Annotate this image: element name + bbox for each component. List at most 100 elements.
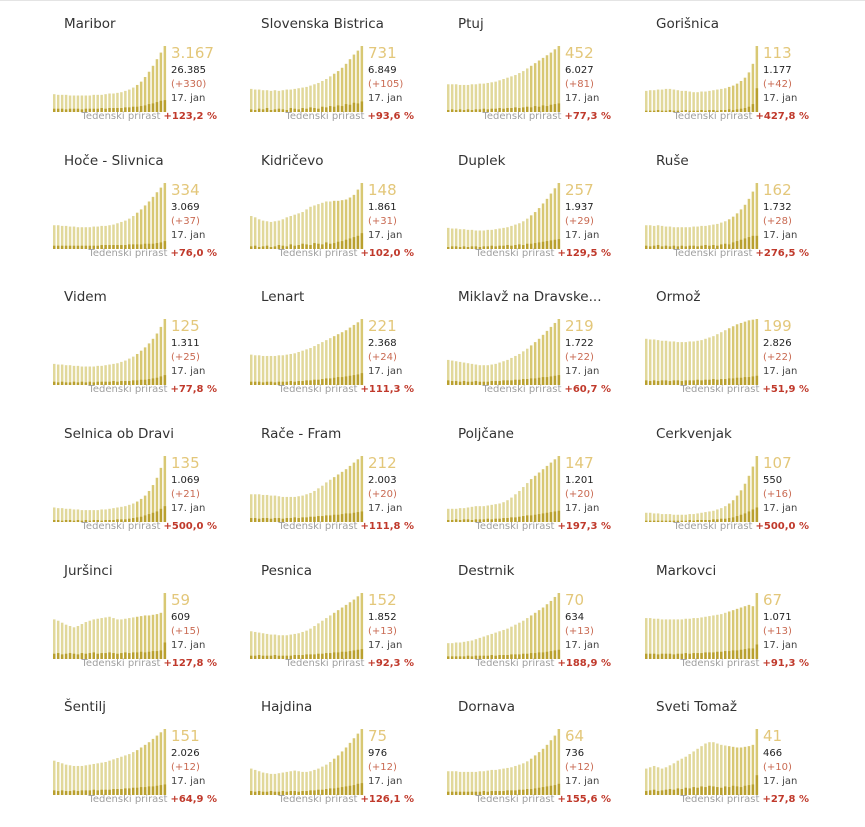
municipality-name: Kidričevo [261, 153, 324, 169]
active-cases-bar [557, 46, 561, 112]
daily-cases-bar [447, 791, 450, 795]
active-cases-bar [120, 619, 123, 659]
active-cases-bar [724, 506, 727, 522]
active-cases-bar [470, 363, 474, 385]
daily-change-value: (+12) [171, 762, 200, 773]
active-cases-bar [680, 758, 684, 795]
active-cases-bar [261, 355, 265, 385]
daily-cases-bar [751, 784, 755, 795]
daily-cases-bar [309, 790, 312, 795]
active-cases-bar [250, 216, 253, 249]
daily-cases-bar [645, 653, 648, 659]
daily-cases-bar [163, 506, 167, 522]
daily-cases-bar [88, 381, 92, 385]
active-cases-bar [529, 345, 533, 385]
active-cases-bar [84, 765, 88, 795]
active-cases-bar [159, 612, 163, 659]
active-cases-bar [135, 84, 139, 112]
daily-cases-bar [755, 375, 759, 385]
active-cases-bar [684, 756, 687, 795]
daily-cases-bar [120, 519, 123, 522]
daily-cases-bar [155, 243, 159, 249]
daily-cases-bar [731, 242, 735, 249]
date-label: 17. jan [368, 776, 403, 787]
sparkline-bar-chart [250, 319, 364, 385]
daily-cases-bar [151, 243, 155, 249]
active-cases-bar [293, 496, 296, 522]
daily-cases-bar [321, 653, 324, 659]
daily-cases-bar [321, 379, 324, 385]
weekly-growth-value: +129,5 % [557, 248, 611, 259]
active-cases-bar [297, 771, 300, 795]
active-cases-bar [289, 89, 292, 112]
active-cases-bar [522, 763, 525, 795]
daily-cases-bar [537, 377, 541, 385]
active-cases-bar [692, 514, 695, 522]
active-cases-bar [553, 49, 557, 112]
active-cases-bar [348, 602, 352, 659]
daily-cases-bar [724, 651, 727, 659]
active-cases-bar [526, 218, 529, 249]
daily-change-value: (+13) [763, 626, 792, 637]
active-cases-bar [450, 771, 454, 795]
daily-cases-bar [478, 381, 482, 385]
weekly-growth-label: Tedenski prirast [482, 111, 562, 122]
daily-cases-bar [466, 109, 470, 112]
active-cases-bar [490, 504, 493, 522]
municipality-card: Juršinci 59 609 (+15) 17. jan Tedenski priras… [53, 555, 243, 677]
weekly-growth: Tedenski prirast +500,0 % [674, 521, 809, 532]
active-cases-bar [447, 359, 450, 385]
active-cases-bar [470, 640, 474, 659]
active-cases-bar [684, 90, 687, 112]
daily-cases-bar [490, 245, 493, 249]
date-label: 17. jan [368, 230, 403, 241]
daily-cases-bar [313, 243, 316, 249]
municipality-name: Markovci [656, 563, 717, 579]
active-cases-value: 107 [763, 454, 792, 472]
daily-cases-bar [700, 653, 703, 659]
active-cases-bar [277, 90, 281, 112]
active-cases-bar [313, 626, 316, 659]
active-cases-bar [727, 328, 731, 385]
daily-cases-bar [680, 110, 684, 112]
daily-cases-bar [72, 381, 76, 385]
daily-cases-bar [92, 245, 95, 249]
daily-cases-bar [80, 653, 84, 659]
active-cases-bar [541, 334, 545, 385]
active-cases-bar [348, 59, 352, 112]
daily-cases-bar [747, 648, 751, 659]
daily-cases-bar [340, 787, 344, 795]
weekly-growth-label: Tedenski prirast [81, 521, 161, 532]
active-cases-bar [301, 495, 304, 522]
daily-cases-bar [273, 382, 277, 385]
daily-cases-bar [344, 376, 348, 385]
daily-cases-bar [60, 381, 64, 385]
daily-cases-bar [108, 381, 111, 385]
daily-cases-bar [514, 379, 517, 385]
active-cases-bar [549, 600, 553, 659]
sparkline-bar-chart [53, 456, 167, 522]
daily-cases-bar [147, 786, 151, 795]
daily-cases-bar [163, 375, 167, 385]
daily-cases-bar [720, 110, 723, 112]
active-cases-bar [664, 767, 668, 795]
daily-cases-bar [151, 786, 155, 795]
municipality-card: Gorišnica 113 1.177 (+42) 17. jan Tedenski pr… [645, 8, 835, 130]
daily-cases-bar [309, 516, 312, 522]
active-cases-bar [447, 84, 450, 112]
municipality-name: Duplek [458, 153, 506, 169]
daily-cases-bar [53, 520, 56, 522]
active-cases-bar [450, 508, 454, 522]
active-cases-bar [100, 762, 103, 795]
active-cases-bar [549, 326, 553, 385]
daily-cases-bar [526, 243, 529, 249]
daily-cases-bar [557, 103, 561, 112]
weekly-growth-label: Tedenski prirast [278, 248, 358, 259]
daily-cases-bar [668, 246, 672, 249]
daily-cases-bar [336, 105, 340, 112]
total-cases-value: 1.177 [763, 65, 792, 76]
daily-cases-bar [727, 787, 731, 795]
daily-cases-bar [151, 378, 155, 385]
active-cases-bar [352, 462, 356, 522]
daily-cases-bar [257, 247, 261, 249]
